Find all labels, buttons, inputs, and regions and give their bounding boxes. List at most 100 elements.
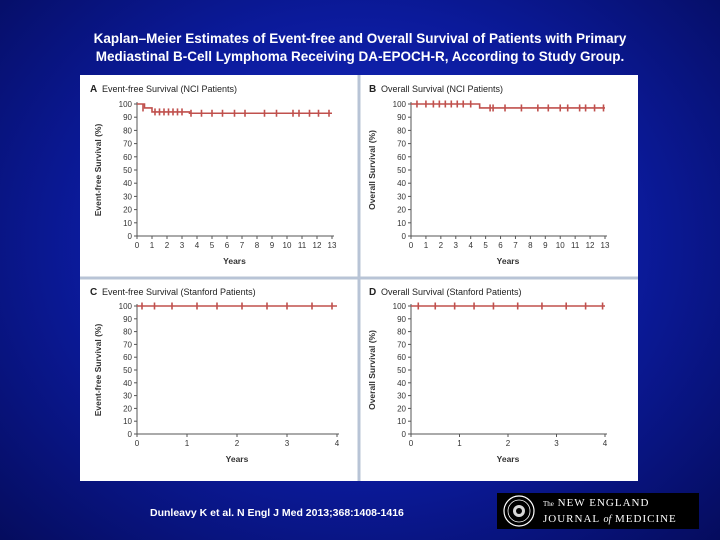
panel-a-y-tick-label: 10 [123,219,132,228]
panel-c-x-tick-label: 4 [335,439,340,448]
figure-panel: A Event-free Survival (NCI Patients) 0 10 20… [80,75,638,481]
nejm-journal: JOURNAL [543,513,600,525]
panel-b-x-tick-label: 10 [556,241,565,250]
panel-a-y-tick-label: 40 [123,179,132,188]
slide-title-line-1: Kaplan–Meier Estimates of Event-free and… [93,31,627,46]
panel-a-survival-curve [137,103,332,115]
panel-c-y-tick-label: 20 [123,404,132,413]
panel-a-x-tick-label: 13 [328,241,337,250]
panel-b-y-tick-label: 100 [393,100,407,109]
panel-c-y-tick-label: 10 [123,417,132,426]
nejm-logo: The NEW ENGLAND JOURNAL of MEDICINE [497,493,699,529]
panel-a-y-tick-label: 20 [123,206,132,215]
panel-d-x-tick-label: 0 [409,439,414,448]
panel-b-y-tick-label: 10 [397,219,406,228]
panel-d-y-tick-label: 30 [397,392,406,401]
panel-c-letter: C [90,287,97,298]
panel-c-y-tick-label: 40 [123,379,132,388]
panel-b-y-tick-label: 80 [397,126,406,135]
panel-c-x-tick-label: 0 [135,439,140,448]
nejm-wordmark: The NEW ENGLAND JOURNAL of MEDICINE [543,496,677,527]
kaplan-meier-figure: A Event-free Survival (NCI Patients)01020… [80,75,638,481]
panel-a-y-tick-label: 60 [123,153,132,162]
panel-a-x-tick-label: 12 [313,241,322,250]
panel-a-x-axis-label: Years [223,256,246,266]
panel-a-y-tick-label: 30 [123,192,132,201]
panel-a-y-tick-label: 70 [123,140,132,149]
panel-c-y-tick-label: 80 [123,328,132,337]
panel-b-y-tick-label: 90 [397,113,406,122]
panel-d-x-tick-label: 1 [457,439,462,448]
panel-a-x-tick-label: 10 [283,241,292,250]
panel-a-x-tick-label: 3 [180,241,185,250]
panel-b-y-tick-label: 40 [397,179,406,188]
panel-d-title: Overall Survival (Stanford Patients) [381,287,522,297]
panel-d-y-tick-label: 40 [397,379,406,388]
panel-b-y-tick-label: 30 [397,192,406,201]
panel-a-y-axis-label: Event-free Survival (%) [93,124,103,217]
panel-b-x-tick-label: 1 [424,241,429,250]
panel-a-x-tick-label: 7 [240,241,245,250]
panel-b-x-tick-label: 2 [439,241,444,250]
panel-a-x-tick-label: 11 [298,241,307,250]
panel-c-y-tick-label: 0 [128,430,133,439]
panel-c-y-tick-label: 30 [123,392,132,401]
panel-b-y-tick-label: 0 [402,232,407,241]
panel-c-x-tick-label: 1 [185,439,190,448]
panel-a-letter: A [90,84,97,95]
panel-a-x-tick-label: 0 [135,241,140,250]
panel-b-x-tick-label: 6 [498,241,503,250]
panel-d-x-tick-label: 2 [506,439,511,448]
panel-d-x-tick-label: 4 [603,439,608,448]
nejm-medicine: MEDICINE [615,513,677,525]
panel-b-x-tick-label: 3 [454,241,459,250]
panel-d-y-tick-label: 90 [397,315,406,324]
panel-d-y-axis-label: Overall Survival (%) [367,330,377,410]
panel-a-y-tick-label: 100 [119,100,133,109]
panel-a-y-tick-label: 90 [123,113,132,122]
nejm-of: of [603,514,612,525]
panel-b-x-tick-label: 8 [528,241,533,250]
panel-a-y-tick-label: 80 [123,126,132,135]
panel-a-y-tick-label: 0 [128,232,133,241]
nejm-new-england: NEW ENGLAND [557,497,650,509]
panel-b-y-axis-label: Overall Survival (%) [367,130,377,210]
panel-d-y-tick-label: 0 [402,430,407,439]
panel-c-y-tick-label: 90 [123,315,132,324]
panel-a-x-tick-label: 5 [210,241,215,250]
panel-a-x-tick-label: 1 [150,241,155,250]
panel-c-y-tick-label: 50 [123,366,132,375]
panel-d-y-tick-label: 20 [397,404,406,413]
panel-a-x-tick-label: 6 [225,241,230,250]
panel-c-y-tick-label: 100 [119,302,133,311]
panel-b-x-axis-label: Years [497,256,520,266]
panel-d-y-tick-label: 100 [393,302,407,311]
panel-b-x-tick-label: 0 [409,241,414,250]
panel-d-y-tick-label: 80 [397,328,406,337]
slide-title-line-2: Mediastinal B-Cell Lymphoma Receiving DA… [95,49,625,64]
panel-b-x-tick-label: 13 [601,241,610,250]
panel-b-y-tick-label: 20 [397,206,406,215]
panel-b-letter: B [369,84,376,95]
panel-b-x-tick-label: 5 [483,241,488,250]
nejm-seal-icon [503,495,535,527]
panel-a-x-tick-label: 4 [195,241,200,250]
panel-a-y-tick-label: 50 [123,166,132,175]
panel-d-y-tick-label: 60 [397,353,406,362]
panel-b-x-tick-label: 9 [543,241,548,250]
panel-b-x-tick-label: 7 [513,241,518,250]
panel-d-y-tick-label: 10 [397,417,406,426]
panel-d-letter: D [369,287,376,298]
panel-c-y-tick-label: 70 [123,340,132,349]
panel-b-y-tick-label: 50 [397,166,406,175]
panel-b-x-tick-label: 4 [468,241,473,250]
nejm-the: The [543,500,554,508]
panel-b-title: Overall Survival (NCI Patients) [381,84,503,94]
panel-b-x-tick-label: 11 [571,241,580,250]
panel-d-x-axis-label: Years [497,454,520,464]
panel-a-x-tick-label: 2 [165,241,170,250]
panel-c-y-tick-label: 60 [123,353,132,362]
panel-c-y-axis-label: Event-free Survival (%) [93,324,103,417]
panel-c-x-tick-label: 2 [235,439,240,448]
panel-b-y-tick-label: 60 [397,153,406,162]
